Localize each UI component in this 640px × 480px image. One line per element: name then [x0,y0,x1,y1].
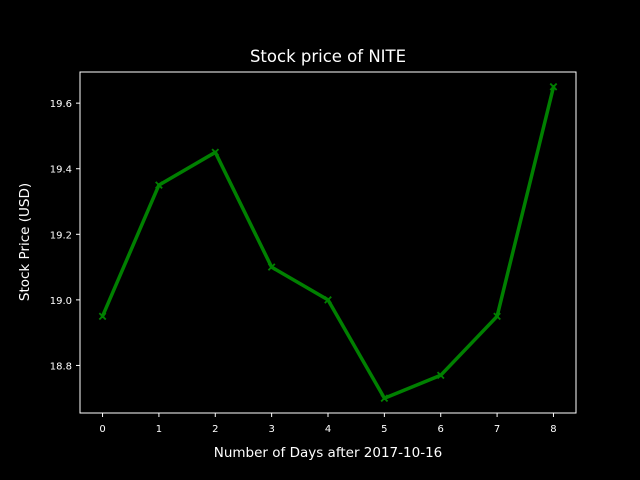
data-point-marker [436,371,445,380]
y-tick-label: 18.8 [50,361,72,372]
plot-area-frame [79,71,577,414]
series-layer [98,82,558,403]
x-tick-label: 4 [325,424,331,435]
series-line [100,85,556,400]
data-point-marker [155,181,163,189]
y-tick-label: 19.4 [50,165,72,176]
data-point-marker [493,312,501,321]
data-point-marker [98,312,107,321]
x-axis-label: Number of Days after 2017-10-16 [214,445,443,461]
x-tick-label: 1 [156,424,162,435]
chart-title: Stock price of NITE [250,47,406,66]
y-tick-label: 19.6 [50,99,72,110]
x-tick-label: 0 [99,424,105,435]
data-point-marker [380,394,389,403]
data-point-marker [267,263,276,271]
data-point-marker [549,82,558,91]
x-tick-label: 5 [381,424,387,435]
axis-ticks: 0 1 2 3 4 5 6 7 8 18.8 19.0 19.2 19.4 19.6 [50,99,557,435]
x-tick-label: 2 [212,424,218,435]
data-point-marker [324,296,332,304]
y-axis-label: Stock Price (USD) [17,183,33,301]
y-tick-label: 19.0 [50,296,72,307]
x-tick-label: 6 [438,424,444,435]
y-tick-label: 19.2 [50,230,72,241]
x-tick-label: 8 [550,424,556,435]
data-point-marker [211,148,220,157]
x-tick-label: 7 [494,424,500,435]
x-tick-label: 3 [268,424,274,435]
